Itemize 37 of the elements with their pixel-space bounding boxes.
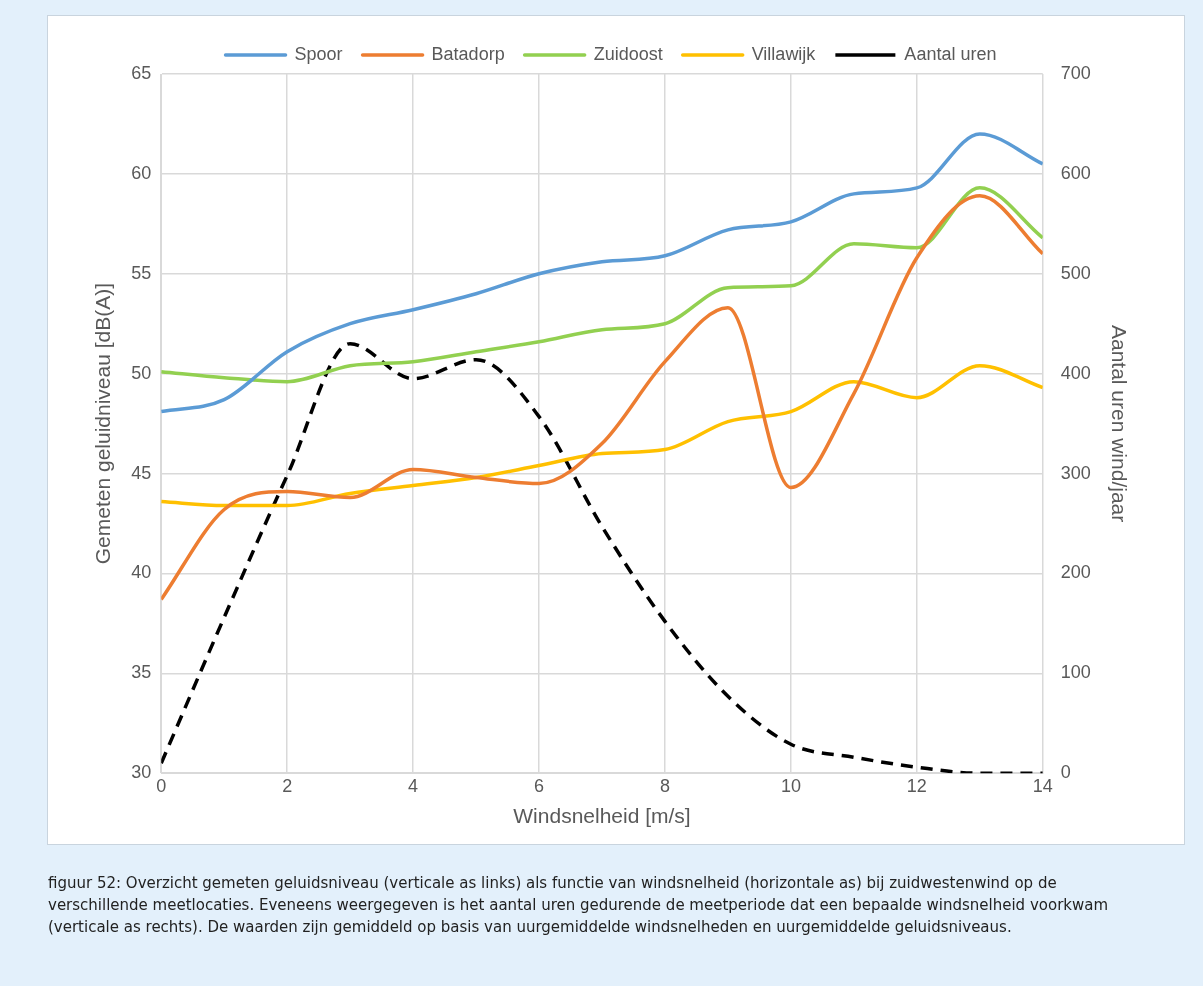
x-axis-title: Windsnelheid [m/s] (513, 804, 691, 828)
y-tick-label: 65 (131, 62, 152, 83)
x-tick-label: 10 (780, 775, 801, 796)
x-tick-label: 4 (408, 775, 419, 796)
line-series (161, 186, 1043, 384)
y2-tick-label: 200 (1060, 562, 1091, 583)
y-tick-label: 35 (131, 662, 152, 683)
y-tick-label: 50 (131, 362, 152, 383)
x-tick-label: 2 (282, 775, 293, 796)
x-tick-label: 6 (534, 775, 545, 796)
x-tick-label: 8 (659, 775, 670, 796)
legend-label: Zuidoost (593, 43, 663, 64)
x-tick-label: 12 (906, 775, 927, 796)
x-tick-label: 0 (156, 775, 167, 796)
y2-tick-label: 600 (1060, 162, 1091, 183)
y2-tick-label: 500 (1060, 262, 1091, 283)
y2-tick-label: 0 (1060, 762, 1071, 783)
legend-label: Villawijk (751, 43, 817, 64)
legend-label: Spoor (294, 43, 343, 64)
y2-tick-label: 100 (1060, 662, 1091, 683)
legend-label: Batadorp (431, 43, 505, 64)
y2-tick-label: 300 (1060, 462, 1091, 483)
y2-tick-label: 700 (1060, 62, 1091, 83)
y-tick-label: 55 (131, 262, 152, 283)
line-series (161, 132, 1043, 414)
y-axis-title: Gemeten geluidniveau [dB(A)] (91, 282, 115, 565)
y2-tick-label: 400 (1060, 362, 1091, 383)
x-tick-label: 14 (1032, 775, 1053, 796)
y2-axis-title: Aantal uren wind/jaar (1107, 324, 1131, 523)
text: figuur 52: Overzicht gemeten geluidsniveau (verticale as links) als functie van windsnelheid (horizontale as) bij zuidwestenwind op de verschillende meetlocaties. Eveneens weergegeven is het aantal uren gedurende de meetperiode dat een bepaalde windsnelheid voorkwam (verticale as rechts). De waarden zijn gemiddeld op basis van uurgemiddelde windsnelheden en uurgemiddelde geluidsniveaus. (48, 873, 1110, 938)
y-tick-label: 60 (131, 162, 152, 183)
y-tick-label: 45 (131, 462, 152, 483)
line-series (161, 194, 1043, 602)
line-series (161, 363, 1043, 508)
legend-label: Aantal uren (904, 43, 997, 64)
y-tick-label: 40 (131, 562, 152, 583)
y-tick-label: 30 (131, 762, 152, 783)
